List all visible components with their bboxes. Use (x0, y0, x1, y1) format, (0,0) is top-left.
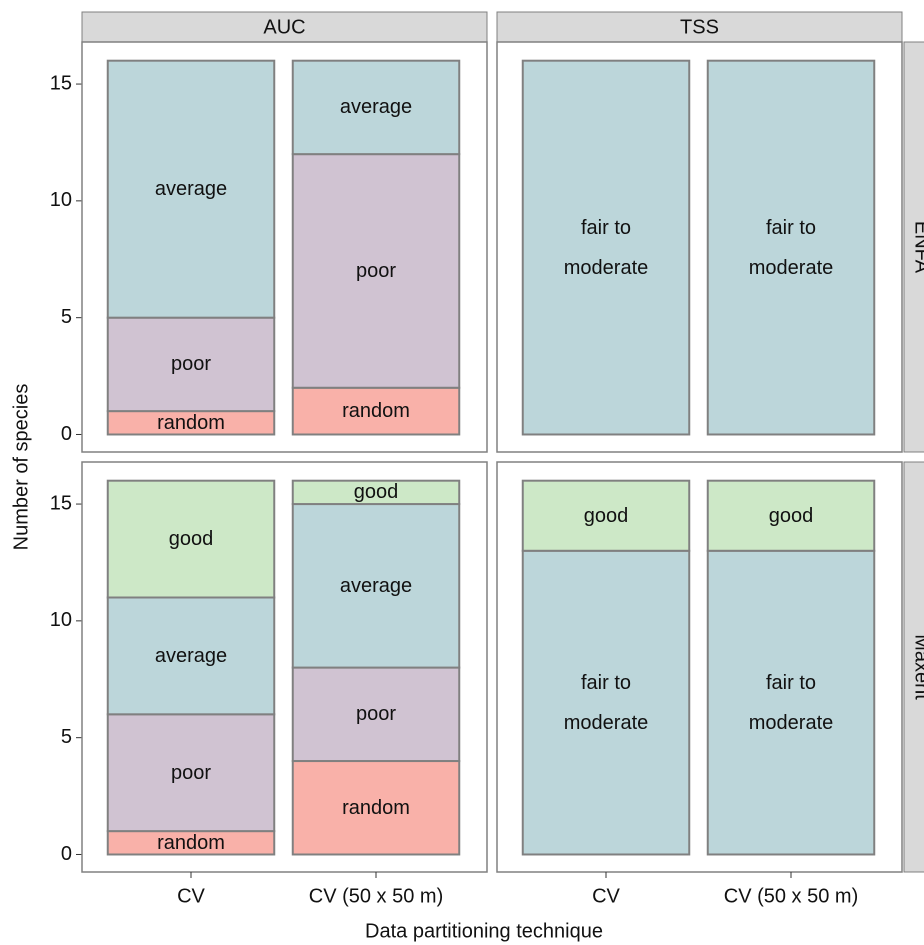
strip-label: AUC (263, 16, 305, 38)
bar-segment (291, 153, 461, 389)
bar-segment (106, 713, 276, 833)
y-tick-label: 15 (50, 72, 72, 94)
x-tick-label: CV (592, 885, 620, 907)
y-tick-label: 5 (61, 726, 72, 748)
bar-segment (291, 59, 461, 156)
y-tick-label: 0 (61, 843, 72, 865)
segment-label: average (154, 644, 228, 667)
bar-segment (291, 760, 461, 856)
segment-label: random (157, 411, 225, 434)
segment-label: good (168, 528, 214, 551)
segment-label: random (157, 831, 225, 854)
y-axis-title: Number of species (10, 384, 32, 551)
bar-segment (706, 479, 876, 552)
segment-label: fair to moderate (563, 671, 649, 734)
segment-label: poor (355, 703, 397, 726)
x-tick-label: CV (177, 885, 205, 907)
bar-segment (521, 59, 691, 436)
strip-label: Maxent (911, 634, 924, 700)
segment-label: fair to moderate (748, 671, 834, 734)
bar-segment (706, 59, 876, 436)
segment-label: good (353, 481, 399, 504)
segment-label: poor (170, 353, 212, 376)
segment-label: average (154, 178, 228, 201)
strip-label: ENFA (911, 221, 924, 274)
segment-label: average (339, 574, 413, 597)
x-axis-title: Data partitioning technique (365, 920, 603, 942)
segment-label: random (342, 796, 410, 819)
bar-segment (291, 479, 461, 506)
y-tick-label: 15 (50, 492, 72, 514)
strip (496, 11, 903, 43)
segment-label: good (768, 504, 814, 527)
segment-label: fair to moderate (748, 216, 834, 279)
bar-segment (706, 549, 876, 856)
strip-label: TSS (680, 16, 719, 38)
y-tick-label: 10 (50, 189, 72, 211)
segment-label: poor (170, 761, 212, 784)
x-tick-label: CV (50 x 50 m) (309, 885, 443, 907)
bar-segment (291, 386, 461, 436)
strip (81, 11, 488, 43)
bar-segment (106, 59, 276, 319)
strip (903, 41, 924, 453)
bar-segment (291, 666, 461, 763)
y-tick-label: 5 (61, 306, 72, 328)
bar-segment (521, 479, 691, 552)
segment-label: random (342, 400, 410, 423)
strip (903, 461, 924, 873)
segment-label: good (583, 504, 629, 527)
segment-label: average (339, 96, 413, 119)
bar-segment (291, 503, 461, 669)
segment-label: fair to moderate (563, 216, 649, 279)
bar-segment (106, 316, 276, 413)
y-tick-label: 0 (61, 423, 72, 445)
x-tick-label: CV (50 x 50 m) (724, 885, 858, 907)
bar-segment (106, 479, 276, 599)
y-tick-label: 10 (50, 609, 72, 631)
segment-label: poor (355, 259, 397, 282)
bar-segment (106, 596, 276, 716)
bar-segment (521, 549, 691, 856)
